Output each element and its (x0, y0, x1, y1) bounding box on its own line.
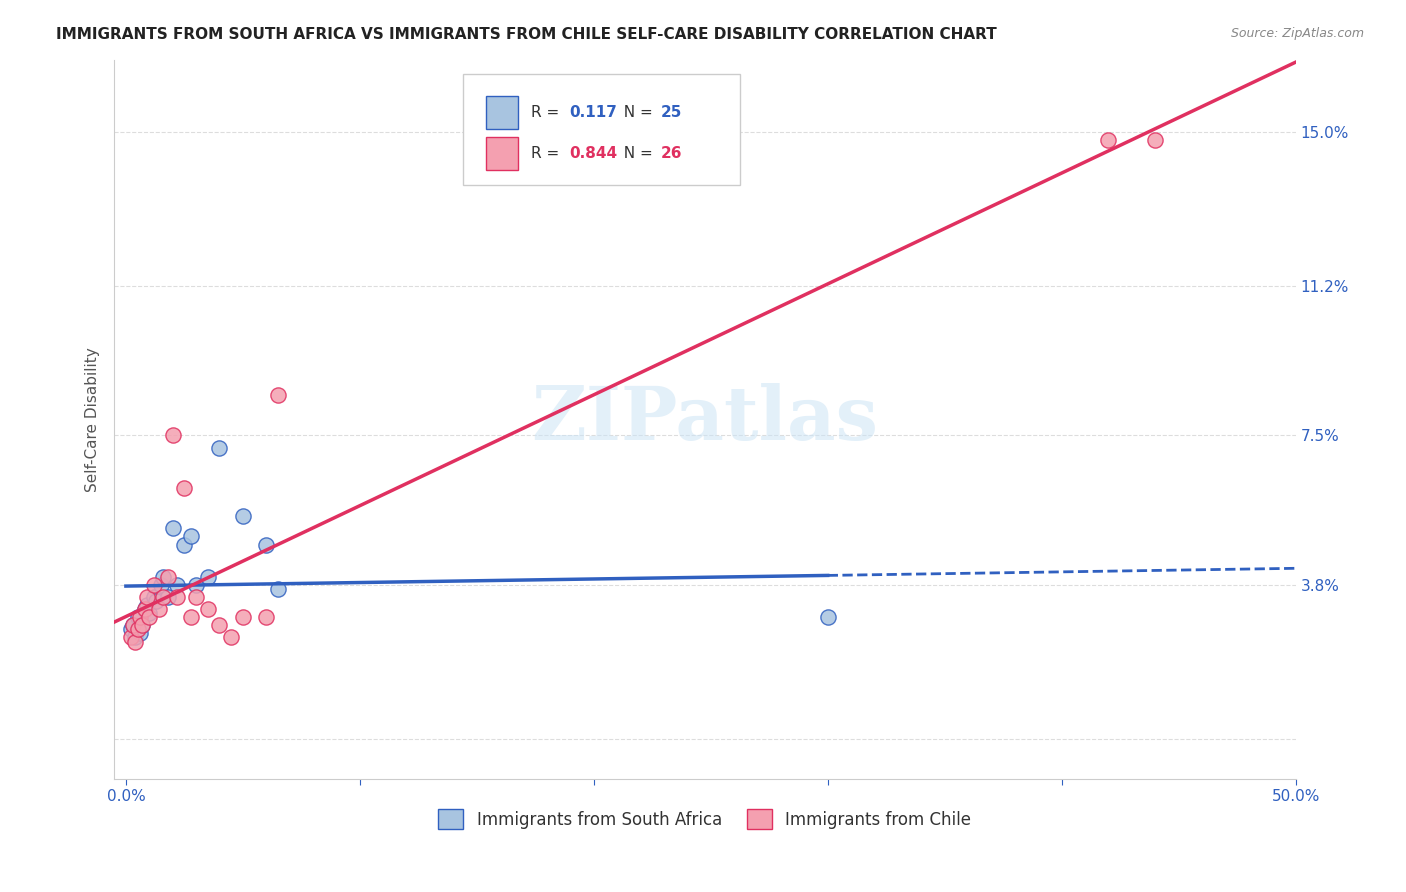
Point (180, 610, 202, 624)
Text: 0.844: 0.844 (569, 145, 617, 161)
Text: IMMIGRANTS FROM SOUTH AFRICA VS IMMIGRANTS FROM CHILE SELF-CARE DISABILITY CORRE: IMMIGRANTS FROM SOUTH AFRICA VS IMMIGRAN… (56, 27, 997, 42)
Point (166, 578, 188, 592)
Text: ZIPatlas: ZIPatlas (531, 383, 879, 456)
Point (208, 618, 231, 632)
Point (162, 521, 184, 535)
Point (267, 388, 290, 402)
Point (152, 590, 174, 604)
Point (138, 606, 160, 620)
FancyBboxPatch shape (486, 136, 519, 169)
Point (127, 623, 149, 637)
Point (254, 610, 277, 624)
Point (162, 428, 184, 442)
Point (149, 578, 172, 592)
Point (232, 610, 254, 624)
Point (267, 582, 290, 596)
Legend: Immigrants from South Africa, Immigrants from Chile: Immigrants from South Africa, Immigrants… (432, 803, 979, 835)
Point (120, 623, 142, 637)
Text: Source: ZipAtlas.com: Source: ZipAtlas.com (1230, 27, 1364, 40)
FancyBboxPatch shape (463, 74, 741, 186)
Point (122, 618, 145, 632)
Point (152, 570, 174, 584)
Point (138, 610, 160, 624)
Point (143, 590, 166, 604)
Point (180, 529, 202, 543)
Point (817, 610, 839, 624)
Point (156, 590, 179, 604)
Point (131, 618, 153, 632)
Point (145, 594, 167, 608)
Text: R =: R = (531, 105, 564, 120)
FancyBboxPatch shape (486, 96, 519, 129)
Text: 26: 26 (661, 145, 683, 161)
Text: 0.117: 0.117 (569, 105, 617, 120)
Point (136, 598, 159, 612)
Point (129, 626, 152, 640)
Point (173, 537, 195, 551)
Point (143, 578, 166, 592)
Point (254, 537, 277, 551)
Y-axis label: Self-Care Disability: Self-Care Disability (86, 347, 100, 491)
Point (122, 618, 145, 632)
Point (134, 602, 156, 616)
Point (136, 590, 159, 604)
Point (148, 602, 170, 616)
Point (1144, 133, 1167, 147)
Point (208, 441, 231, 455)
Point (232, 509, 254, 524)
Point (173, 481, 195, 495)
Point (197, 602, 219, 616)
Text: R =: R = (531, 145, 564, 161)
Point (129, 610, 152, 624)
Point (1097, 133, 1119, 147)
Point (184, 578, 207, 592)
Point (184, 590, 207, 604)
Point (124, 631, 146, 645)
Point (156, 570, 179, 584)
Text: 25: 25 (661, 105, 682, 120)
Point (124, 634, 146, 648)
Point (166, 590, 188, 604)
Point (134, 602, 156, 616)
Point (120, 631, 142, 645)
Point (197, 570, 219, 584)
Point (127, 610, 149, 624)
Text: N =: N = (614, 145, 658, 161)
Point (131, 618, 153, 632)
Point (219, 631, 242, 645)
Text: N =: N = (614, 105, 658, 120)
